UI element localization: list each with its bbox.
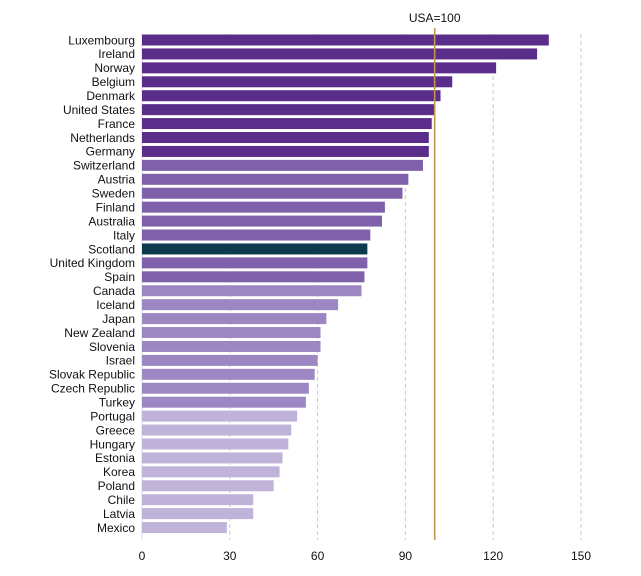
bar (142, 271, 365, 283)
category-label: Slovenia (89, 340, 135, 354)
category-label: Spain (104, 270, 135, 284)
bar (142, 354, 318, 366)
category-label: Chile (108, 493, 136, 507)
x-tick-label: 90 (399, 549, 413, 563)
category-label: Italy (113, 228, 135, 242)
category-label: Latvia (103, 507, 135, 521)
category-labels: LuxembourgIrelandNorwayBelgiumDenmarkUni… (49, 33, 136, 535)
bar (142, 118, 432, 130)
bar (142, 48, 538, 60)
category-label: France (98, 117, 136, 131)
category-label: Estonia (95, 451, 135, 465)
category-label: Hungary (90, 437, 135, 451)
x-tick-label: 60 (311, 549, 325, 563)
category-label: Czech Republic (51, 382, 135, 396)
x-tick-labels: 0 30 60 90 120 150 (139, 549, 592, 563)
category-label: Sweden (92, 187, 135, 201)
category-label: Korea (103, 465, 135, 479)
bar (142, 327, 321, 339)
bar (142, 480, 274, 492)
bar (142, 466, 280, 478)
bar (142, 201, 385, 213)
bar (142, 132, 429, 144)
category-label: Iceland (96, 298, 135, 312)
x-tick-label: 120 (483, 549, 503, 563)
bars (142, 34, 549, 534)
category-label: New Zealand (64, 326, 135, 340)
bar (142, 90, 441, 102)
category-label: Norway (94, 61, 135, 75)
bar (142, 159, 423, 171)
bar (142, 438, 289, 450)
bar (142, 62, 497, 74)
category-label: Poland (98, 479, 135, 493)
category-label: Germany (86, 145, 135, 159)
category-label: Netherlands (70, 131, 135, 145)
bar (142, 508, 254, 520)
category-label: Greece (96, 423, 136, 437)
category-label: Japan (102, 312, 135, 326)
bar (142, 104, 435, 116)
category-label: Portugal (90, 409, 135, 423)
category-label: Canada (93, 284, 135, 298)
bar (142, 215, 382, 227)
category-label: Denmark (86, 89, 136, 103)
bar (142, 313, 327, 325)
x-tick-label: 30 (223, 549, 237, 563)
bar (142, 187, 403, 199)
bar (142, 229, 371, 241)
category-label: Ireland (98, 47, 135, 61)
reference-line-label: USA=100 (409, 11, 461, 25)
bar (142, 257, 368, 269)
bar (142, 382, 309, 394)
category-label: Luxembourg (68, 33, 135, 47)
x-tick-label: 150 (571, 549, 591, 563)
x-tick-label: 0 (139, 549, 146, 563)
bar (142, 285, 362, 297)
bar (142, 368, 315, 380)
category-label: Scotland (88, 242, 135, 256)
bar (142, 522, 227, 534)
category-label: United States (63, 103, 135, 117)
category-label: Australia (88, 214, 135, 228)
bar (142, 494, 254, 506)
bar (142, 145, 429, 157)
category-label: Turkey (99, 395, 135, 409)
category-label: Finland (96, 200, 135, 214)
category-label: Belgium (92, 75, 135, 89)
category-label: Austria (98, 173, 136, 187)
bar (142, 340, 321, 352)
category-label: Switzerland (73, 159, 135, 173)
bar (142, 424, 292, 436)
category-label: United Kingdom (50, 256, 135, 270)
bar (142, 299, 339, 311)
bar (142, 396, 306, 408)
bar (142, 410, 298, 422)
category-label: Mexico (97, 521, 135, 535)
category-label: Israel (106, 354, 135, 368)
bar (142, 76, 453, 88)
bar (142, 173, 409, 185)
category-label: Slovak Republic (49, 368, 135, 382)
bar (142, 243, 368, 255)
bar (142, 452, 283, 464)
bar (142, 34, 549, 46)
